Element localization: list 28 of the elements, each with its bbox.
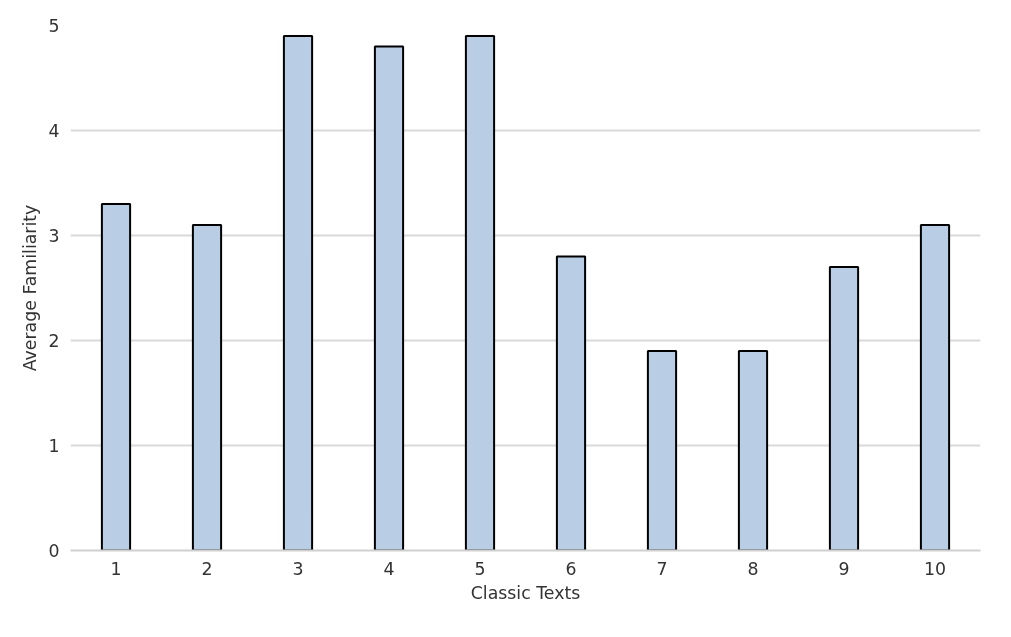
x-tick-label: 10 [923,558,947,579]
bar [282,35,314,551]
x-tick-label: 5 [474,558,486,579]
bar [919,224,951,551]
x-tick-label: 8 [747,558,759,579]
x-axis-title: Classic Texts [470,582,581,603]
y-tick-label: 1 [48,436,60,456]
x-tick-label: 1 [110,558,122,579]
y-tick-label: 5 [48,16,60,36]
bar [828,266,860,551]
x-tick-label: 6 [565,558,577,579]
y-tick-label: 0 [48,541,60,561]
bar [464,35,496,551]
bar [100,203,132,551]
y-tick-label: 3 [48,226,60,246]
bar [646,350,678,551]
x-tick-label: 3 [292,558,304,579]
x-tick-label: 7 [656,558,668,579]
y-axis-title: Average Familiarity [20,204,41,372]
bar [555,255,587,551]
x-tick-label: 9 [838,558,850,579]
x-tick-label: 4 [383,558,395,579]
bar [191,224,223,551]
y-tick-label: 4 [48,121,60,141]
bar [737,350,769,551]
y-tick-label: 2 [48,331,60,351]
x-tick-label: 2 [201,558,213,579]
bar [373,45,405,551]
